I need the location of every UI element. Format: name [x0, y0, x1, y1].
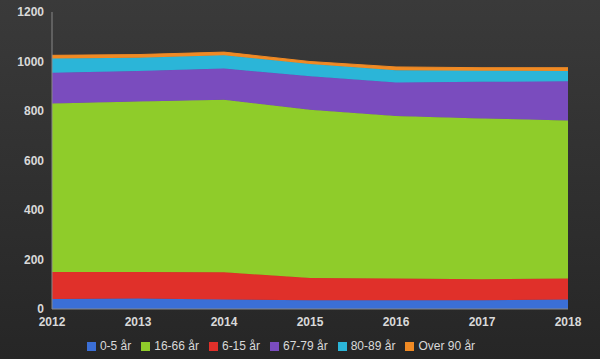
html-text:0-5 år: 0-5 år — [99, 339, 132, 353]
svg-text:2017: 2017 — [469, 315, 496, 329]
svg-text:600: 600 — [24, 154, 44, 168]
svg-text:2013: 2013 — [125, 315, 152, 329]
html-text:16-66 år: 16-66 år — [154, 339, 199, 353]
svg-text:200: 200 — [24, 253, 44, 267]
svg-text:1200: 1200 — [17, 5, 44, 19]
svg-text:1000: 1000 — [17, 55, 44, 69]
html-text:67-79 år: 67-79 år — [283, 339, 328, 353]
svg-text:2012: 2012 — [39, 315, 66, 329]
html-text:Over 90 år: Over 90 år — [418, 339, 476, 353]
svg-text:2016: 2016 — [383, 315, 410, 329]
svg-text:800: 800 — [24, 104, 44, 118]
svg-text:2014: 2014 — [211, 315, 238, 329]
svg-text:0: 0 — [37, 302, 44, 316]
html-text:80-89 år: 80-89 år — [350, 339, 396, 353]
svg-text:2015: 2015 — [297, 315, 324, 329]
svg-text:400: 400 — [24, 203, 44, 217]
html-text:6-15 år: 6-15 år — [222, 339, 260, 353]
svg-text:2018: 2018 — [555, 315, 582, 329]
